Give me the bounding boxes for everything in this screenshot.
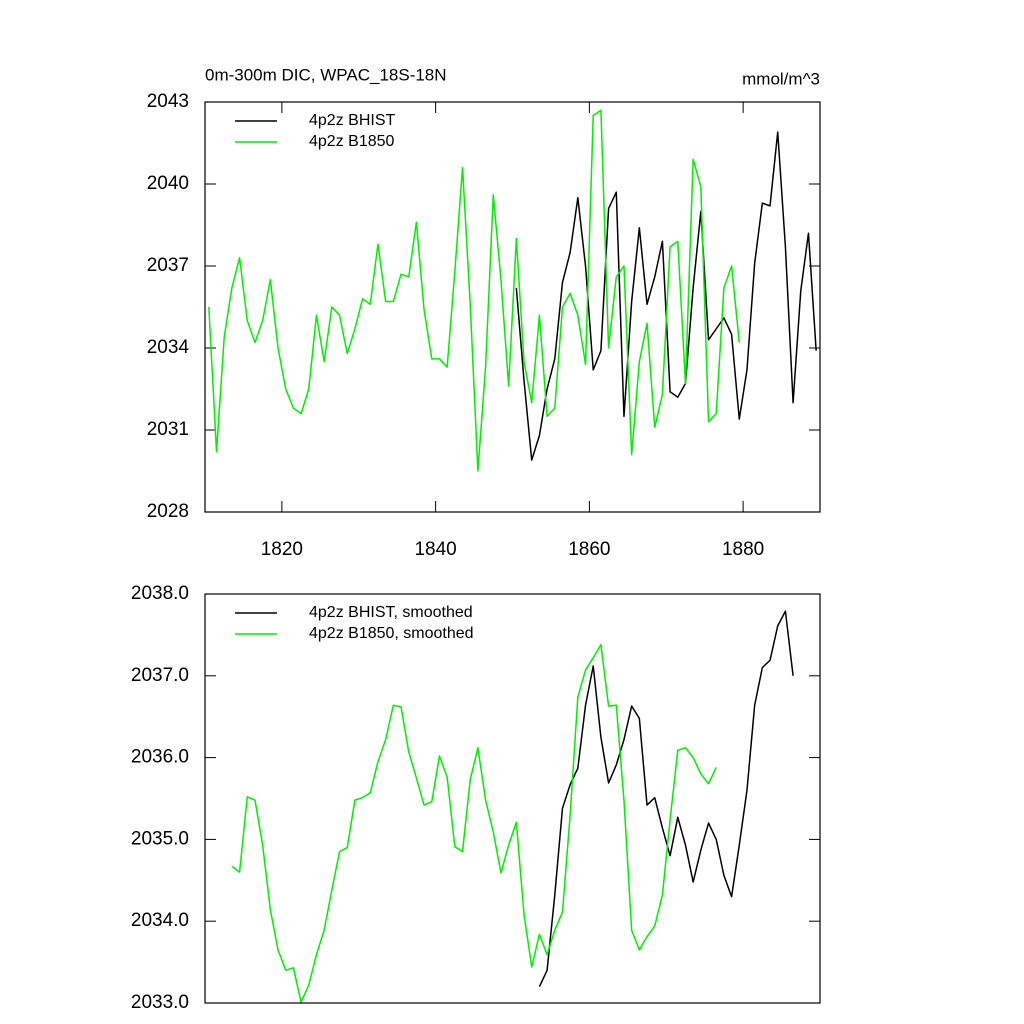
y-tick-label: 2037	[147, 255, 189, 276]
units-label: mmol/m^3	[742, 69, 820, 88]
legend-label: 4p2z BHIST, smoothed	[309, 604, 473, 621]
series-line	[231, 643, 717, 1003]
x-tick-label: 1880	[722, 539, 764, 560]
plot-frame	[204, 101, 821, 513]
x-tick-label: 1840	[414, 539, 456, 560]
y-tick-label: 2038.0	[131, 583, 189, 604]
y-tick-label: 2031	[147, 419, 189, 440]
y-tick-label: 2028	[147, 501, 189, 522]
y-tick-label: 2043	[147, 91, 189, 112]
chart-title: 0m-300m DIC, WPAC_18S-18N	[205, 65, 447, 84]
legend-label: 4p2z B1850, smoothed	[309, 625, 474, 642]
x-tick-label: 1820	[261, 539, 303, 560]
y-tick-label: 2037.0	[131, 665, 189, 686]
series-line	[538, 610, 794, 987]
x-tick-label: 1860	[568, 539, 610, 560]
y-tick-label: 2033.0	[131, 992, 189, 1013]
y-tick-label: 2034	[147, 337, 190, 358]
y-tick-label: 2034.0	[131, 910, 189, 931]
y-tick-label: 2036.0	[131, 747, 189, 768]
y-tick-label: 2040	[147, 173, 189, 194]
series-line	[208, 109, 741, 472]
plot-frame	[204, 593, 821, 1004]
legend-label: 4p2z B1850	[309, 133, 395, 150]
legend-label: 4p2z BHIST	[309, 112, 395, 129]
y-tick-label: 2035.0	[131, 828, 189, 849]
